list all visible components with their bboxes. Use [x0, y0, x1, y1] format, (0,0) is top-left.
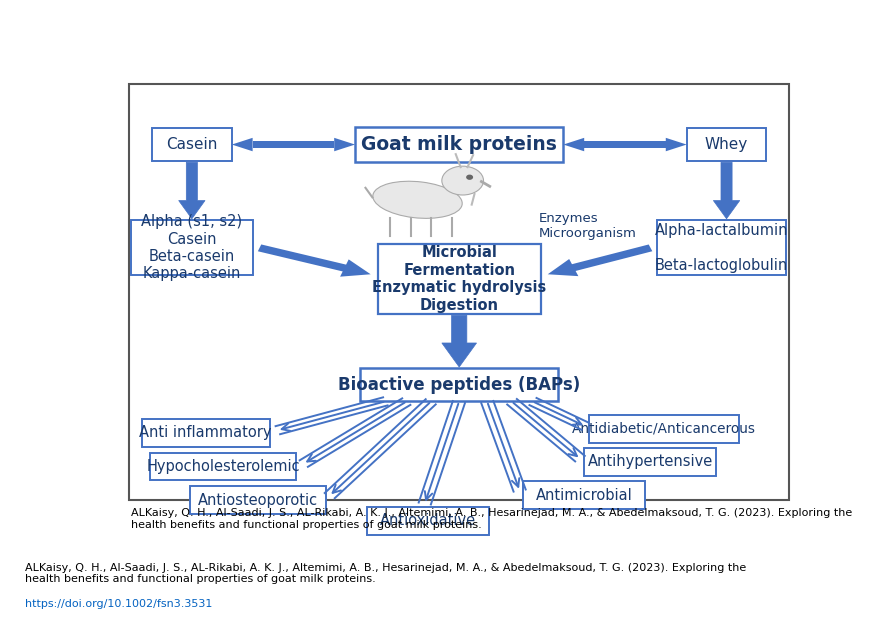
Text: Whey: Whey: [705, 137, 748, 152]
Text: Antidiabetic/Anticancerous: Antidiabetic/Anticancerous: [572, 422, 756, 436]
Text: Antiosteoporotic: Antiosteoporotic: [198, 492, 318, 507]
Circle shape: [467, 175, 472, 179]
Bar: [190, 486, 325, 514]
Text: Microbial
Fermentation
Enzymatic hydrolysis
Digestion: Microbial Fermentation Enzymatic hydroly…: [372, 245, 547, 313]
Bar: [152, 128, 232, 161]
Bar: [686, 128, 766, 161]
Polygon shape: [232, 138, 253, 151]
Polygon shape: [564, 138, 584, 151]
Text: ALKaisy, Q. H., Al-Saadi, J. S., AL-Rikabi, A. K. J., Altemimi, A. B., Hesarinej: ALKaisy, Q. H., Al-Saadi, J. S., AL-Rika…: [132, 509, 853, 530]
Polygon shape: [713, 162, 740, 219]
Text: Alpha (s1, s2)
Casein
Beta-casein
Kappa-casein: Alpha (s1, s2) Casein Beta-casein Kappa-…: [142, 214, 243, 281]
Bar: [590, 415, 738, 443]
Polygon shape: [334, 138, 355, 151]
Text: Casein: Casein: [166, 137, 218, 152]
Text: Alpha-lactalbumin

Beta-lactoglobulin: Alpha-lactalbumin Beta-lactoglobulin: [655, 223, 788, 273]
Bar: [367, 507, 488, 535]
Polygon shape: [666, 138, 686, 151]
Bar: [584, 448, 716, 475]
Polygon shape: [258, 245, 371, 276]
Text: ALKaisy, Q. H., Al-Saadi, J. S., AL-Rikabi, A. K. J., Altemimi, A. B., Hesarinej: ALKaisy, Q. H., Al-Saadi, J. S., AL-Rika…: [25, 563, 746, 585]
Text: Goat milk proteins: Goat milk proteins: [361, 135, 557, 154]
Bar: [377, 244, 541, 314]
Text: Antioxidative: Antioxidative: [380, 514, 476, 529]
Bar: [658, 220, 786, 275]
Bar: [129, 84, 789, 500]
Text: https://doi.org/10.1002/fsn3.3531: https://doi.org/10.1002/fsn3.3531: [25, 599, 212, 609]
Bar: [584, 142, 666, 148]
Bar: [355, 127, 564, 162]
Bar: [523, 481, 645, 509]
Text: Bioactive peptides (BAPs): Bioactive peptides (BAPs): [338, 376, 581, 394]
Polygon shape: [178, 162, 205, 219]
Bar: [131, 220, 253, 275]
Text: Hypocholesterolemic: Hypocholesterolemic: [146, 459, 300, 474]
Ellipse shape: [373, 181, 462, 218]
Polygon shape: [547, 245, 652, 276]
Polygon shape: [442, 315, 477, 367]
Text: Anti inflammatory: Anti inflammatory: [140, 426, 272, 441]
Circle shape: [442, 166, 484, 195]
Text: Antimicrobial: Antimicrobial: [536, 488, 633, 503]
Bar: [151, 452, 296, 480]
Bar: [142, 419, 270, 447]
Bar: [360, 368, 558, 401]
Text: Antihypertensive: Antihypertensive: [588, 454, 713, 469]
Text: Enzymes
Microorganism: Enzymes Microorganism: [539, 212, 637, 240]
Bar: [253, 142, 334, 148]
